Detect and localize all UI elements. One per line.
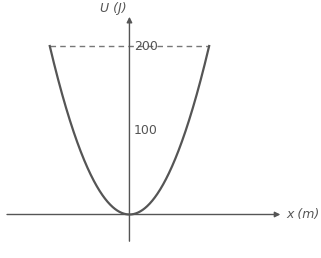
Text: 100: 100 <box>134 124 158 137</box>
Text: 200: 200 <box>134 39 158 53</box>
Text: U (J): U (J) <box>100 3 126 15</box>
Text: x (m): x (m) <box>286 208 319 221</box>
